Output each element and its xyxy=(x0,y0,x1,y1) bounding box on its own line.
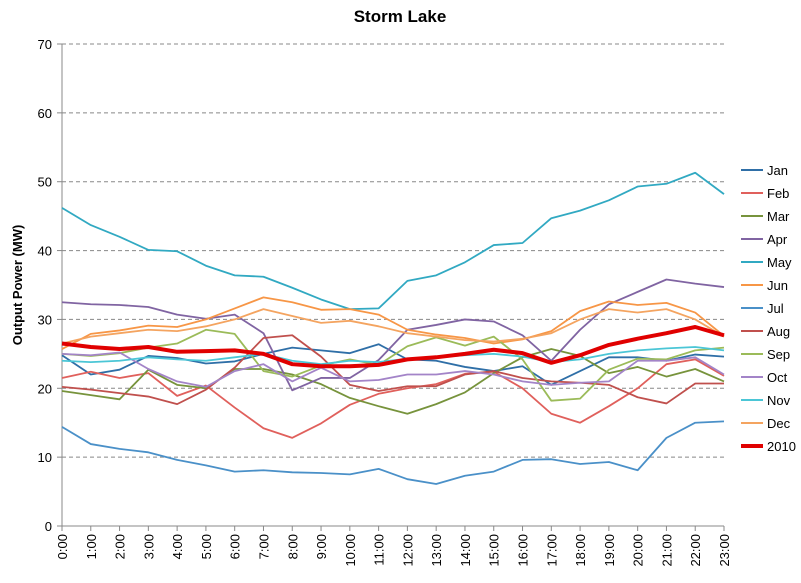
series-line xyxy=(61,348,725,415)
y-tick-label: 30 xyxy=(38,312,52,327)
chart-title: Storm Lake xyxy=(354,7,447,26)
legend-label: Aug xyxy=(767,324,790,339)
series-line xyxy=(61,325,725,369)
legend-label: Oct xyxy=(767,370,788,385)
legend-label: Mar xyxy=(767,209,790,224)
y-tick-label: 0 xyxy=(45,519,52,534)
series-line xyxy=(61,308,725,345)
x-tick-label: 5:00 xyxy=(199,534,214,559)
y-tick-label: 20 xyxy=(38,381,52,396)
x-tick-label: 0:00 xyxy=(55,534,70,559)
x-tick-label: 6:00 xyxy=(228,534,243,559)
x-tick-label: 14:00 xyxy=(458,534,473,567)
x-tick-label: 12:00 xyxy=(400,534,415,567)
legend-label: May xyxy=(767,255,792,270)
x-tick-label: 11:00 xyxy=(372,534,387,566)
legend-label: Jul xyxy=(767,301,784,316)
y-tick-label: 50 xyxy=(38,175,52,190)
x-tick-label: 7:00 xyxy=(256,534,271,559)
y-tick-label: 70 xyxy=(38,37,52,52)
x-tick-label: 19:00 xyxy=(602,534,617,567)
x-tick-label: 4:00 xyxy=(170,534,185,559)
series-line xyxy=(61,358,725,439)
series-line xyxy=(61,420,725,485)
x-tick-label: 10:00 xyxy=(343,534,358,567)
x-tick-label: 2:00 xyxy=(113,534,128,559)
x-tick-label: 9:00 xyxy=(314,534,329,559)
legend-label: Jan xyxy=(767,163,788,178)
legend-label: Nov xyxy=(767,393,791,408)
legend-label: 2010 xyxy=(767,439,796,454)
x-tick-label: 16:00 xyxy=(516,534,531,567)
series-line xyxy=(61,351,725,388)
x-tick-label: 3:00 xyxy=(141,534,156,559)
y-tick-label: 40 xyxy=(38,244,52,259)
x-tick-label: 13:00 xyxy=(429,534,444,567)
x-tick-label: 8:00 xyxy=(285,534,300,559)
legend-label: Sep xyxy=(767,347,790,362)
series-line xyxy=(61,328,725,402)
x-tick-label: 22:00 xyxy=(688,534,703,567)
series-line xyxy=(61,171,725,310)
x-tick-label: 15:00 xyxy=(487,534,502,567)
x-tick-label: 21:00 xyxy=(659,534,674,567)
legend-label: Feb xyxy=(767,186,789,201)
series-line xyxy=(61,334,724,406)
legend-label: Apr xyxy=(767,232,788,247)
legend-label: Jun xyxy=(767,278,788,293)
y-tick-label: 10 xyxy=(38,450,52,465)
x-tick-label: 1:00 xyxy=(84,534,99,559)
y-tick-label: 60 xyxy=(38,106,52,121)
series-line xyxy=(61,296,725,350)
legend-label: Dec xyxy=(767,416,791,431)
x-tick-label: 20:00 xyxy=(631,534,646,567)
series-line xyxy=(61,343,725,386)
x-tick-label: 17:00 xyxy=(544,534,559,567)
x-tick-label: 23:00 xyxy=(717,534,732,567)
y-axis-label: Output Power (MW) xyxy=(10,225,25,346)
x-tick-label: 18:00 xyxy=(573,534,588,567)
